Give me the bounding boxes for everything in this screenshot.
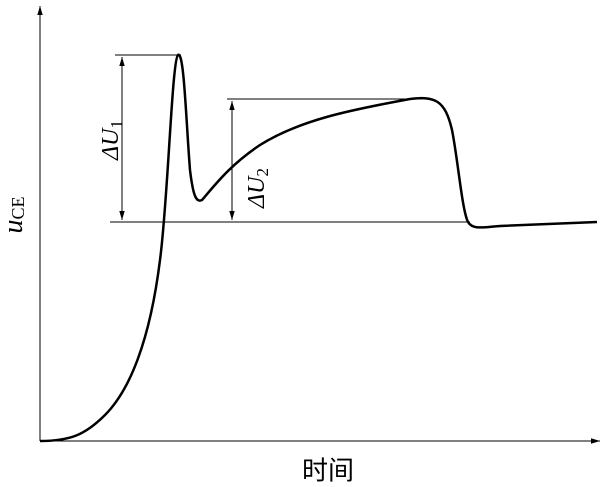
y-label-main: u (0, 220, 29, 234)
x-axis-label: 时间 (302, 457, 354, 487)
y-axis-label: uCE (0, 196, 29, 233)
annotation-main: ΔU (244, 175, 270, 209)
y-label-sub: CE (8, 196, 28, 219)
annotation: ΔU2 (244, 168, 272, 209)
waveform (39, 53, 598, 443)
annotation: ΔU1 (98, 120, 126, 161)
annotation-sub: 2 (253, 168, 272, 177)
annotation-main: ΔU (98, 127, 124, 161)
annotation-sub: 1 (107, 120, 126, 129)
